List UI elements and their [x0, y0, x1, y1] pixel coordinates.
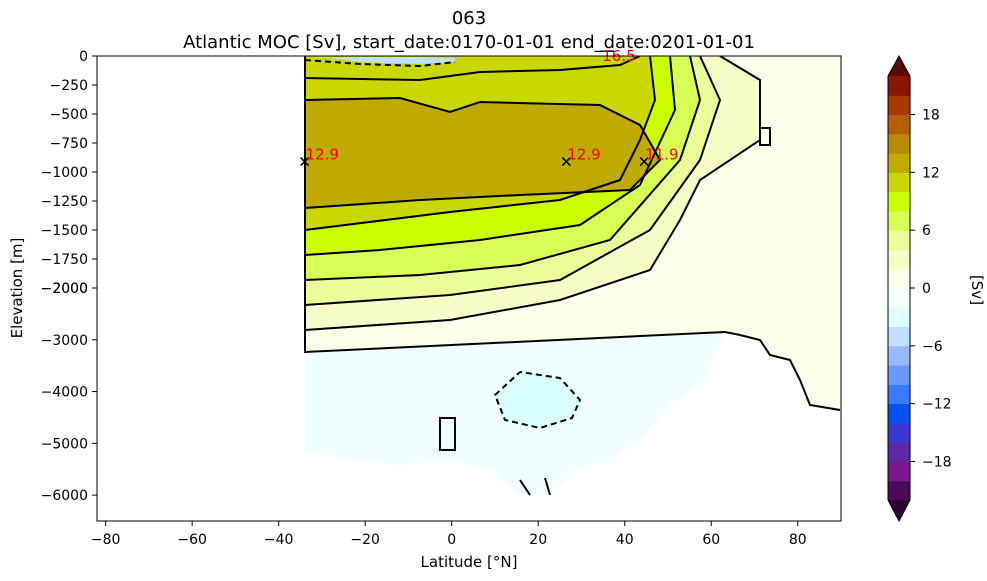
y-tick-label: −500: [50, 107, 88, 123]
colorbar-segment: [888, 326, 910, 347]
y-tick-label: −250: [50, 78, 88, 94]
x-tick-label: 20: [529, 532, 547, 548]
y-axis: 0−250−500−750−1000−1250−1500−1750−2000−2…: [41, 49, 97, 504]
colorbar-segment: [888, 480, 910, 501]
y-tick-label: −1000: [41, 165, 88, 181]
colorbar-segment: [888, 133, 910, 154]
colorbar-segment: [888, 249, 910, 270]
colorbar-tick-label: −6: [922, 339, 943, 355]
colorbar-frame: [887, 54, 911, 523]
colorbar-tick-label: 18: [922, 108, 940, 124]
band-12: [305, 98, 660, 208]
colorbar-segment: [888, 114, 910, 135]
colorbar-segment: [888, 76, 910, 96]
colorbar-label: [Sv]: [968, 275, 986, 305]
deep-cell-core: [495, 372, 580, 428]
colorbar-tick-label: −18: [922, 454, 952, 470]
colorbar-segment: [888, 345, 910, 366]
y-tick-label: −3000: [41, 333, 88, 349]
negative-contour: [493, 370, 582, 430]
colorbar-segment: [888, 461, 910, 482]
y-tick-label: −1250: [41, 194, 88, 210]
surface-negative-lens: [305, 57, 455, 64]
y-tick-label: 0: [79, 49, 88, 65]
colorbar-segment: [888, 172, 910, 193]
colorbar-tick-label: 12: [922, 165, 940, 181]
colorbar-segment: [888, 365, 910, 385]
chart-title: 063: [452, 8, 486, 29]
annotation-marker: [561, 157, 571, 167]
x-tick-label: 80: [789, 532, 807, 548]
colorbar-segment: [888, 230, 910, 250]
x-tick-label: 40: [616, 532, 634, 548]
plot-area: [97, 56, 841, 521]
colorbar-segment: [888, 442, 910, 462]
colorbar-tick-label: 0: [922, 281, 931, 297]
annotation-label: 11.9: [645, 146, 678, 164]
y-tick-label: −1500: [41, 223, 88, 239]
annotation-marker: [300, 157, 310, 167]
y-axis-label: Elevation [m]: [8, 238, 26, 339]
y-tick-label: −5000: [41, 436, 88, 452]
colorbar-segment: [888, 191, 910, 212]
colorbar-segment: [888, 153, 910, 173]
x-tick-label: −20: [350, 532, 380, 548]
annotation-label: 12.9: [567, 146, 600, 164]
x-axis: −80 −60 −40 −20 0 20 40 60 80: [91, 521, 807, 548]
x-axis-label: Latitude [°N]: [421, 553, 518, 571]
colorbar-segment: [888, 384, 910, 405]
y-tick-label: −6000: [41, 488, 88, 504]
y-tick-label: −1750: [41, 252, 88, 268]
colorbar-segment: [888, 268, 910, 289]
colorbar-segment: [888, 422, 910, 443]
colorbar-segment: [888, 210, 910, 231]
x-tick-label: −60: [177, 532, 207, 548]
contour-lines: [304, 56, 841, 496]
annotation-marker: [639, 157, 649, 167]
colorbar-extend-top: [888, 56, 910, 76]
colorbar: −18 −12 −6 0 6 12 18: [887, 54, 952, 523]
y-tick-label: −2000: [41, 281, 88, 297]
chart-subtitle: Atlantic MOC [Sv], start_date:0170-01-01…: [183, 32, 755, 53]
annotation-group: [300, 50, 649, 167]
left-boundary-mask: [97, 56, 304, 521]
colorbar-extend-bottom: [888, 500, 910, 521]
x-tick-label: −40: [264, 532, 294, 548]
y-tick-label: −2000: [41, 281, 88, 297]
colorbar-segment: [888, 403, 910, 424]
y-tick-label: −4000: [41, 385, 88, 401]
colorbar-segment: [888, 288, 910, 308]
negative-contour-surface: [304, 59, 456, 68]
y-tick-label: −750: [50, 136, 88, 152]
x-tick-label: −80: [91, 532, 121, 548]
x-tick-label: 60: [702, 532, 720, 548]
x-tick-label: 0: [447, 532, 456, 548]
annotation-label: 12.9: [306, 146, 339, 164]
colorbar-segment: [888, 307, 910, 328]
colorbar-segment: [888, 95, 910, 116]
colorbar-tick-label: 6: [922, 223, 931, 239]
colorbar-tick-label: −12: [922, 397, 952, 413]
